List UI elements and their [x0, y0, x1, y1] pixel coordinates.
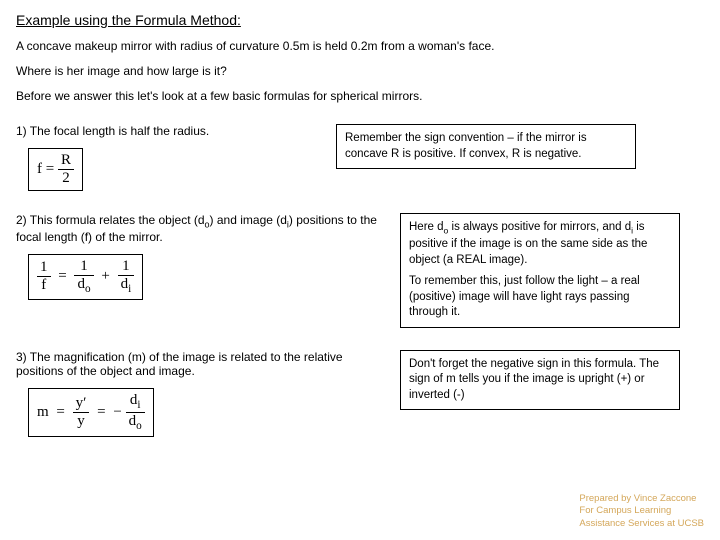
sym-do: do [74, 276, 93, 295]
sym-f2: f [37, 277, 51, 293]
sym-eq: = [46, 161, 54, 177]
sym-m: m [37, 404, 49, 420]
sym-do2: do [126, 413, 145, 432]
sym-eq3a: = [56, 404, 64, 420]
sym-di2: di [126, 393, 145, 413]
sym-minus: − [113, 404, 121, 420]
sym-1c: 1 [118, 259, 135, 276]
item-3-row: 3) The magnification (m) of the image is… [16, 350, 704, 442]
footer-line-1: Prepared by Vince Zaccone [579, 493, 704, 505]
item-2-text-b: ) and image (d [210, 213, 287, 227]
footer-line-3: Assistance Services at UCSB [579, 518, 704, 530]
sym-di: di [118, 276, 135, 295]
item-2-text: 2) This formula relates the object (do) … [16, 213, 386, 243]
note-2-p1b: is always positive for mirrors, and d [448, 221, 631, 233]
item-1-text: 1) The focal length is half the radius. [16, 124, 316, 138]
formula-1-box: f = R 2 [28, 148, 83, 191]
sym-plus: + [101, 268, 109, 284]
item-2-text-a: 2) This formula relates the object (d [16, 213, 205, 227]
sym-eq2: = [58, 268, 66, 284]
note-1-box: Remember the sign convention – if the mi… [336, 124, 636, 169]
formula-2-box: 1 f = 1 do + 1 di [28, 254, 143, 300]
intro-paragraph-1: A concave makeup mirror with radius of c… [16, 38, 704, 55]
note-2-p2: To remember this, just follow the light … [409, 274, 671, 321]
note-2-box: Here do is always positive for mirrors, … [400, 213, 680, 328]
sym-f: f [37, 161, 42, 177]
sym-2: 2 [58, 170, 74, 186]
footer-line-2: For Campus Learning [579, 505, 704, 517]
sym-yprime: y′ [73, 396, 90, 413]
sym-R: R [58, 153, 74, 170]
intro-paragraph-3: Before we answer this let's look at a fe… [16, 88, 704, 105]
formula-3-box: m = y′ y = − di do [28, 388, 154, 438]
note-1-text: Remember the sign convention – if the mi… [345, 132, 587, 160]
sym-1a: 1 [37, 260, 51, 277]
note-2-p1a: Here d [409, 221, 444, 233]
sym-eq3b: = [97, 404, 105, 420]
note-3-text: Don't forget the negative sign in this f… [409, 358, 659, 401]
item-1-row: 1) The focal length is half the radius. … [16, 124, 704, 195]
footer-credit: Prepared by Vince Zaccone For Campus Lea… [579, 493, 704, 530]
item-2-row: 2) This formula relates the object (do) … [16, 213, 704, 328]
sym-1b: 1 [74, 259, 93, 276]
page-title: Example using the Formula Method: [16, 12, 704, 28]
note-3-box: Don't forget the negative sign in this f… [400, 350, 680, 411]
sym-y: y [73, 413, 90, 429]
item-3-text: 3) The magnification (m) of the image is… [16, 350, 386, 378]
intro-paragraph-2: Where is her image and how large is it? [16, 63, 704, 80]
